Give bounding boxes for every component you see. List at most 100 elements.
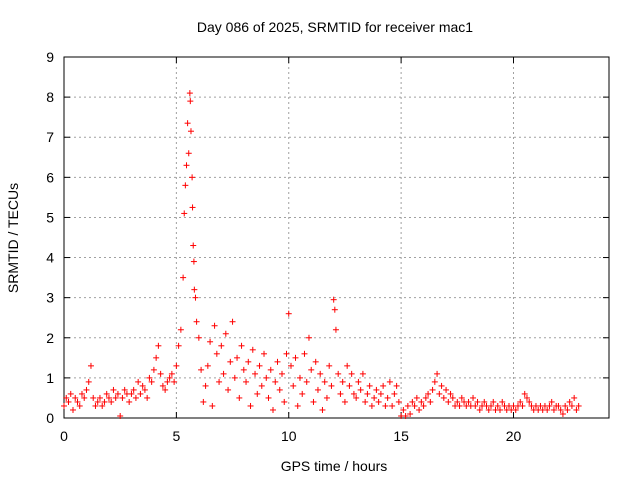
data-point bbox=[195, 334, 202, 341]
data-point bbox=[148, 378, 155, 385]
data-point bbox=[292, 354, 299, 361]
data-point bbox=[155, 342, 162, 349]
data-point bbox=[326, 362, 333, 369]
data-point bbox=[328, 382, 335, 389]
data-point bbox=[548, 398, 555, 405]
data-point bbox=[192, 294, 199, 301]
data-point bbox=[344, 362, 351, 369]
data-point bbox=[146, 374, 153, 381]
data-point bbox=[422, 394, 429, 401]
data-point bbox=[312, 358, 319, 365]
data-point bbox=[171, 378, 178, 385]
data-point bbox=[303, 378, 310, 385]
data-point bbox=[189, 174, 196, 181]
data-point bbox=[550, 406, 557, 413]
data-point bbox=[96, 394, 103, 401]
data-point bbox=[173, 362, 180, 369]
data-point bbox=[557, 406, 564, 413]
data-point bbox=[305, 334, 312, 341]
data-point bbox=[425, 390, 432, 397]
data-point bbox=[78, 390, 85, 397]
data-point bbox=[265, 394, 272, 401]
data-point bbox=[353, 394, 360, 401]
data-point bbox=[213, 350, 220, 357]
data-point bbox=[175, 342, 182, 349]
y-tick-label: 9 bbox=[46, 49, 54, 65]
data-point bbox=[108, 398, 115, 405]
data-point bbox=[94, 398, 101, 405]
data-point bbox=[258, 382, 265, 389]
data-point bbox=[211, 322, 218, 329]
x-axis-title: GPS time / hours bbox=[281, 458, 388, 474]
data-point bbox=[261, 350, 268, 357]
data-point bbox=[443, 386, 450, 393]
data-point bbox=[413, 394, 420, 401]
data-point bbox=[362, 398, 369, 405]
data-point bbox=[110, 386, 117, 393]
data-point bbox=[339, 378, 346, 385]
y-tick-label: 5 bbox=[46, 209, 54, 225]
data-point bbox=[72, 394, 79, 401]
data-point bbox=[238, 342, 245, 349]
data-point bbox=[276, 386, 283, 393]
data-point bbox=[181, 210, 188, 217]
data-point bbox=[274, 358, 281, 365]
data-point bbox=[429, 386, 436, 393]
data-point bbox=[402, 412, 409, 419]
data-point bbox=[470, 394, 477, 401]
data-point bbox=[121, 386, 128, 393]
data-point bbox=[240, 366, 247, 373]
data-point bbox=[168, 370, 175, 377]
data-point bbox=[222, 330, 229, 337]
data-point bbox=[99, 402, 106, 409]
data-point bbox=[227, 358, 234, 365]
data-point bbox=[180, 274, 187, 281]
data-point bbox=[76, 402, 83, 409]
data-point bbox=[416, 406, 423, 413]
data-point bbox=[497, 406, 503, 413]
data-point bbox=[218, 342, 225, 349]
data-point bbox=[330, 296, 337, 303]
data-point bbox=[485, 406, 492, 413]
data-point bbox=[216, 378, 223, 385]
data-point bbox=[74, 398, 81, 405]
data-point bbox=[186, 90, 193, 97]
data-point bbox=[314, 386, 321, 393]
data-point bbox=[229, 318, 236, 325]
data-point bbox=[323, 394, 330, 401]
data-point bbox=[92, 402, 99, 409]
data-point bbox=[236, 394, 243, 401]
data-point bbox=[135, 378, 142, 385]
data-point bbox=[283, 350, 290, 357]
data-point bbox=[112, 394, 119, 401]
data-point bbox=[114, 390, 121, 397]
data-point bbox=[436, 390, 443, 397]
x-tick-label: 15 bbox=[393, 428, 409, 444]
data-point bbox=[544, 406, 551, 413]
y-tick-label: 6 bbox=[46, 169, 54, 185]
data-point bbox=[67, 390, 74, 397]
data-point bbox=[231, 374, 238, 381]
data-point bbox=[499, 398, 506, 405]
data-point bbox=[404, 402, 411, 409]
data-point bbox=[308, 366, 315, 373]
data-point bbox=[234, 354, 241, 361]
data-point bbox=[90, 394, 97, 401]
data-point bbox=[488, 402, 495, 409]
data-point bbox=[126, 398, 133, 405]
data-point bbox=[355, 378, 362, 385]
data-point bbox=[65, 398, 72, 405]
data-point bbox=[566, 398, 573, 405]
data-point bbox=[393, 382, 400, 389]
data-point bbox=[247, 402, 254, 409]
data-point bbox=[465, 398, 472, 405]
data-point bbox=[348, 370, 355, 377]
data-point bbox=[523, 394, 530, 401]
data-point bbox=[359, 370, 366, 377]
data-point bbox=[69, 406, 76, 413]
data-point bbox=[395, 398, 402, 405]
y-tick-label: 0 bbox=[46, 410, 54, 426]
data-point bbox=[63, 394, 70, 401]
x-tick-label: 10 bbox=[281, 428, 297, 444]
data-point bbox=[573, 406, 580, 413]
